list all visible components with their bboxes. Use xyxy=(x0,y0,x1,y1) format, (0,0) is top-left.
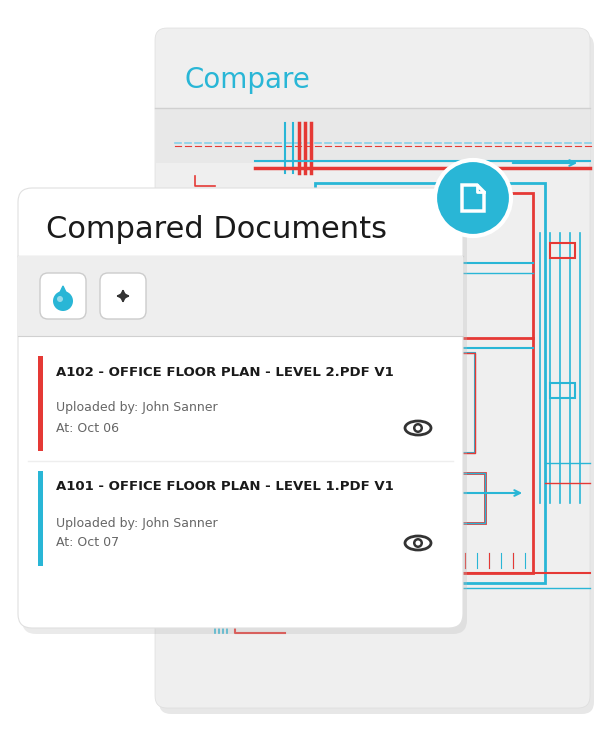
Text: At: Oct 07: At: Oct 07 xyxy=(56,536,119,550)
Polygon shape xyxy=(55,286,71,303)
Text: Compare: Compare xyxy=(185,66,311,94)
FancyBboxPatch shape xyxy=(155,108,590,163)
FancyBboxPatch shape xyxy=(155,28,590,708)
Text: Uploaded by: John Sanner: Uploaded by: John Sanner xyxy=(56,401,218,414)
Bar xyxy=(355,353,475,453)
Text: At: Oct 06: At: Oct 06 xyxy=(56,422,119,434)
Bar xyxy=(38,471,43,566)
Circle shape xyxy=(57,296,63,302)
Circle shape xyxy=(435,160,511,236)
Bar xyxy=(550,243,575,258)
Circle shape xyxy=(415,425,421,431)
FancyBboxPatch shape xyxy=(22,194,467,634)
Bar xyxy=(38,356,43,451)
Bar xyxy=(405,473,485,523)
Text: Compared Documents: Compared Documents xyxy=(46,216,387,244)
Circle shape xyxy=(415,541,421,545)
FancyBboxPatch shape xyxy=(159,34,594,714)
Text: Uploaded by: John Sanner: Uploaded by: John Sanner xyxy=(56,517,218,530)
FancyBboxPatch shape xyxy=(40,273,86,319)
Bar xyxy=(550,383,575,398)
Bar xyxy=(315,183,545,583)
Ellipse shape xyxy=(405,536,431,550)
Ellipse shape xyxy=(405,421,431,435)
Bar xyxy=(327,193,533,573)
Circle shape xyxy=(53,291,73,311)
Text: A102 - OFFICE FLOOR PLAN - LEVEL 2.PDF V1: A102 - OFFICE FLOOR PLAN - LEVEL 2.PDF V… xyxy=(56,366,394,378)
Text: A101 - OFFICE FLOOR PLAN - LEVEL 1.PDF V1: A101 - OFFICE FLOOR PLAN - LEVEL 1.PDF V… xyxy=(56,481,394,494)
FancyBboxPatch shape xyxy=(18,188,463,628)
FancyBboxPatch shape xyxy=(18,256,463,336)
Bar xyxy=(405,473,485,523)
FancyBboxPatch shape xyxy=(100,273,146,319)
Circle shape xyxy=(413,538,423,548)
Circle shape xyxy=(413,423,423,433)
Bar xyxy=(355,353,475,453)
